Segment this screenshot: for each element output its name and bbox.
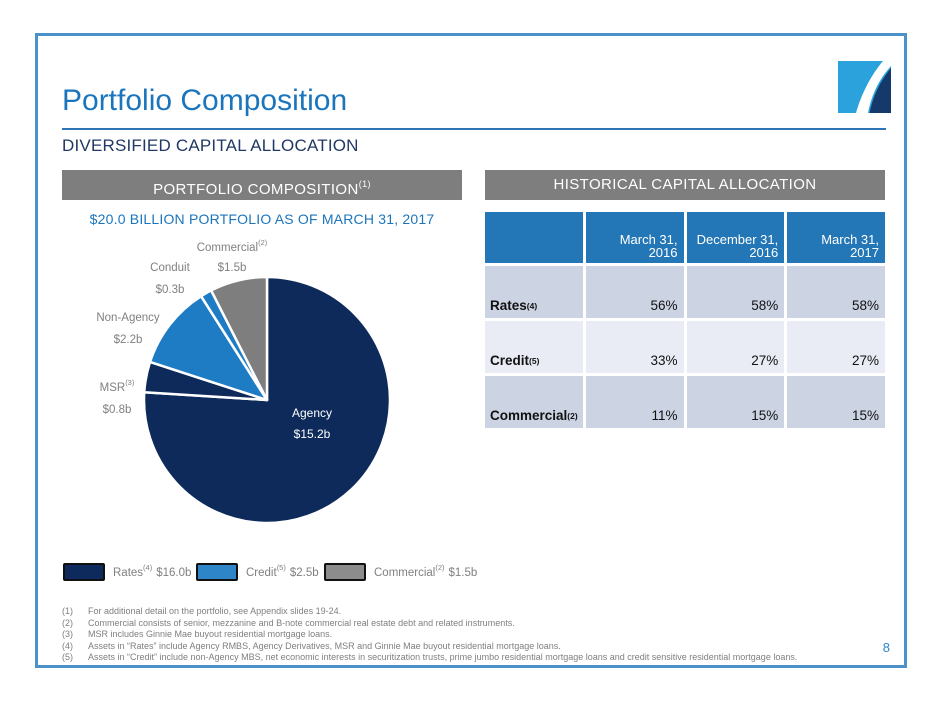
section-header-portfolio-composition: PORTFOLIO COMPOSITION(1)	[62, 170, 462, 200]
table-row-label-credit: Credit (5)	[485, 321, 583, 373]
pie-label-msr: MSR(3) $0.8b	[72, 377, 162, 417]
pie-label-text: MSR(3)	[99, 378, 135, 394]
pie-label-agency: Agency $15.2b	[267, 407, 357, 441]
table-cell: 11%	[585, 376, 684, 428]
table-col-header-mar-2016: March 31, 2016	[585, 212, 684, 263]
footnote-ref-1: (1)	[358, 179, 371, 189]
legend-label: Rates(4) $16.0b	[113, 563, 192, 579]
pie-legend: Rates(4) $16.0b Credit(5) $2.5b Commercial…	[0, 562, 940, 582]
table-cell: 27%	[787, 321, 885, 373]
table-corner-cell	[485, 212, 583, 263]
table-cell: 58%	[787, 266, 885, 318]
pie-label-commercial: Commercial(2) $1.5b	[187, 237, 277, 275]
pie-slice-non-agency	[148, 294, 269, 402]
page-number: 8	[882, 640, 890, 655]
company-logo-icon	[838, 61, 891, 113]
historical-allocation-table: March 31, 2016 December 31, 2016 March 3…	[485, 212, 885, 428]
legend-item-credit: Credit(5) $2.5b	[196, 562, 319, 581]
table-col-header-dec-2016: December 31, 2016	[686, 212, 785, 263]
pie-label-value: $0.8b	[102, 403, 132, 416]
legend-swatch-credit	[196, 562, 238, 581]
table-cell: 27%	[686, 321, 785, 373]
legend-swatch-commercial	[324, 562, 366, 581]
table-cell: 15%	[686, 376, 785, 428]
pie-label-conduit: Conduit $0.3b	[125, 262, 215, 297]
pie-label-text: Agency	[291, 406, 333, 420]
section-header-text: PORTFOLIO COMPOSITION	[153, 181, 359, 198]
pie-label-value: $2.2b	[113, 334, 143, 346]
table-row-label-commercial: Commercial (2)	[485, 376, 583, 428]
table-cell: 56%	[585, 266, 684, 318]
pie-label-value: $0.3b	[155, 284, 185, 296]
legend-item-commercial: Commercial(2) $1.5b	[324, 562, 477, 581]
pie-label-text: Conduit	[150, 262, 190, 274]
legend-item-rates: Rates(4) $16.0b	[63, 562, 191, 581]
table-col-header-mar-2017: March 31, 2017	[787, 212, 885, 263]
table-row-label-rates: Rates (4)	[485, 266, 583, 318]
legend-label: Credit(5) $2.5b	[246, 563, 319, 579]
section-header-historical-allocation: HISTORICAL CAPITAL ALLOCATION	[485, 170, 885, 200]
pie-label-text: Non-Agency	[96, 312, 160, 324]
pie-chart-title: $20.0 BILLION PORTFOLIO AS OF MARCH 31, …	[89, 211, 435, 227]
pie-label-non-agency: Non-Agency $2.2b	[83, 312, 173, 347]
footnote-2: (2) Commercial consists of senior, mezzan…	[62, 617, 515, 628]
table-cell: 15%	[787, 376, 885, 428]
pie-label-value: $1.5b	[217, 261, 247, 274]
footnote-4: (4) Assets in “Rates” include Agency RMBS…	[62, 640, 561, 651]
pie-label-value: $15.2b	[293, 427, 331, 441]
legend-swatch-rates	[63, 562, 105, 581]
slide-frame	[35, 33, 907, 668]
slide-subtitle: DIVERSIFIED CAPITAL ALLOCATION	[62, 136, 359, 155]
section-header-text: HISTORICAL CAPITAL ALLOCATION	[553, 176, 817, 193]
title-divider	[62, 128, 886, 130]
table-cell: 58%	[686, 266, 785, 318]
pie-chart	[142, 275, 392, 525]
footnote-1: (1) For additional detail on the portfoli…	[62, 606, 342, 616]
page-title: Portfolio Composition	[62, 84, 348, 117]
pie-label-text: Commercial(2)	[196, 238, 268, 254]
footnotes: (1) For additional detail on the portfoli…	[62, 606, 862, 664]
pie-slice-commercial	[209, 275, 269, 402]
table-cell: 33%	[585, 321, 684, 373]
footnote-5: (5) Assets in “Credit” include non-Agency…	[62, 652, 798, 662]
legend-label: Commercial(2) $1.5b	[374, 563, 478, 579]
footnote-3: (3) MSR includes Ginnie Mae buyout reside…	[62, 629, 333, 639]
